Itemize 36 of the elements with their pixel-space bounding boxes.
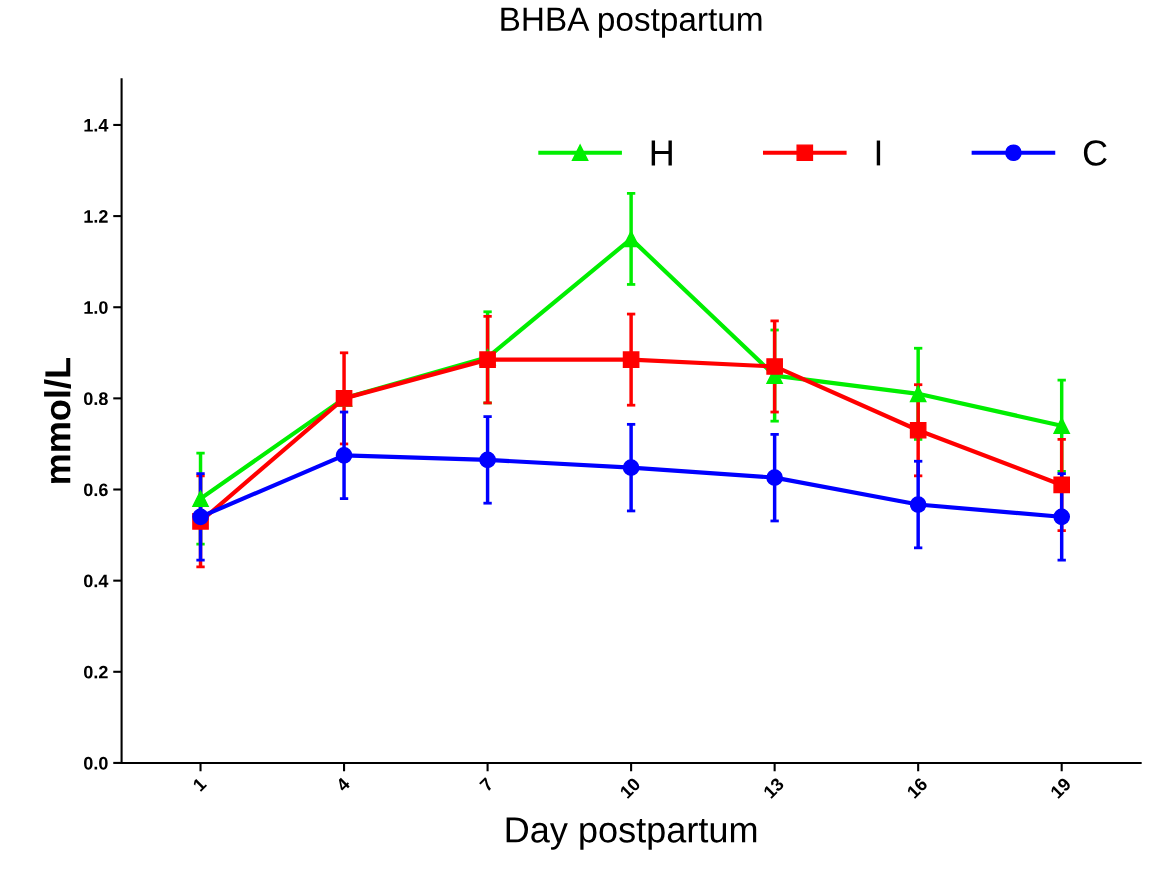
point [766,358,783,375]
x-tick-label: 1 [192,776,208,792]
point [1053,476,1071,494]
legend-label: I [876,140,881,166]
y-tick-label: 1.2 [84,210,108,223]
point [622,230,640,248]
y-tick-label: 0.2 [84,665,108,679]
y-tick-label: 1.4 [84,119,109,132]
y-tick-label: 0.8 [84,392,108,406]
point [909,421,927,439]
x-tick-label: 4 [335,776,351,793]
point [335,446,353,464]
point [192,508,209,526]
x-tick-label: 13 [762,776,785,799]
y-axis-title: mmol/L [44,358,71,483]
x-tick-label: 7 [479,777,494,792]
point [192,490,209,507]
legend-label: H [651,140,672,166]
point [622,351,640,368]
y-tick-label: 1.0 [84,301,108,314]
point [766,469,783,486]
y-tick-label: 0.4 [84,574,109,588]
point [909,385,927,403]
point [909,496,927,513]
y-tick-label: 0.6 [84,483,108,497]
chart-title: BHBA postpartum [501,7,762,38]
x-tick-label: 19 [1049,776,1072,799]
legend-label: C [1083,140,1107,166]
point [622,459,640,476]
point [1053,417,1071,435]
x-tick-label: 16 [906,776,929,799]
point [479,451,496,469]
x-axis-title: Day postpartum [506,817,757,850]
y-tick-label: 0.0 [84,756,108,770]
point [1053,508,1071,526]
x-tick-label: 10 [619,776,642,799]
